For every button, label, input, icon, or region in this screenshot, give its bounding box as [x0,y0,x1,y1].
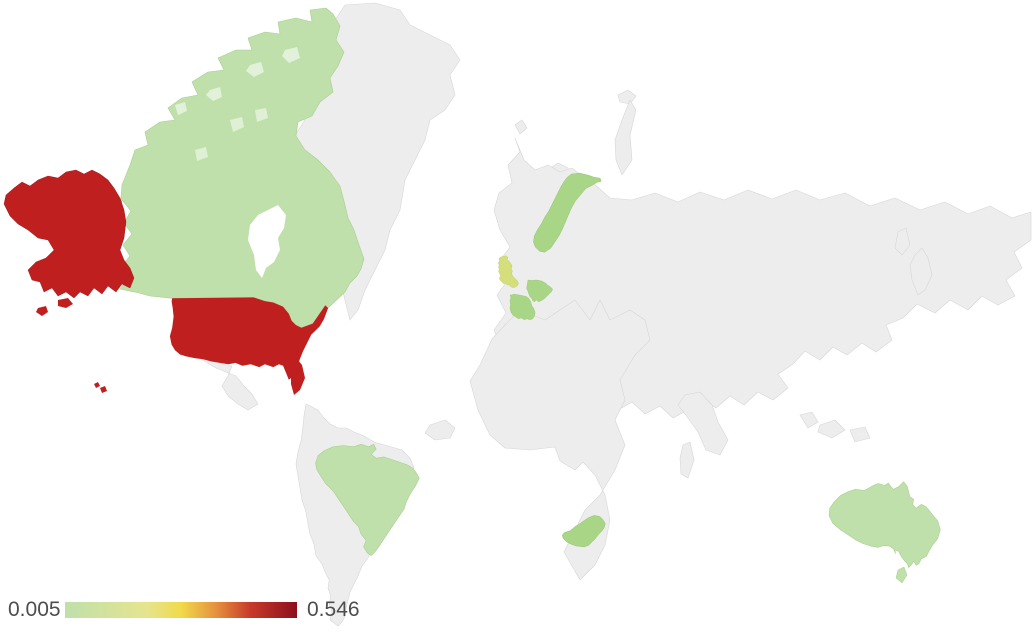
svg-text:0.546: 0.546 [307,598,360,621]
svg-text:0.005: 0.005 [8,598,61,621]
